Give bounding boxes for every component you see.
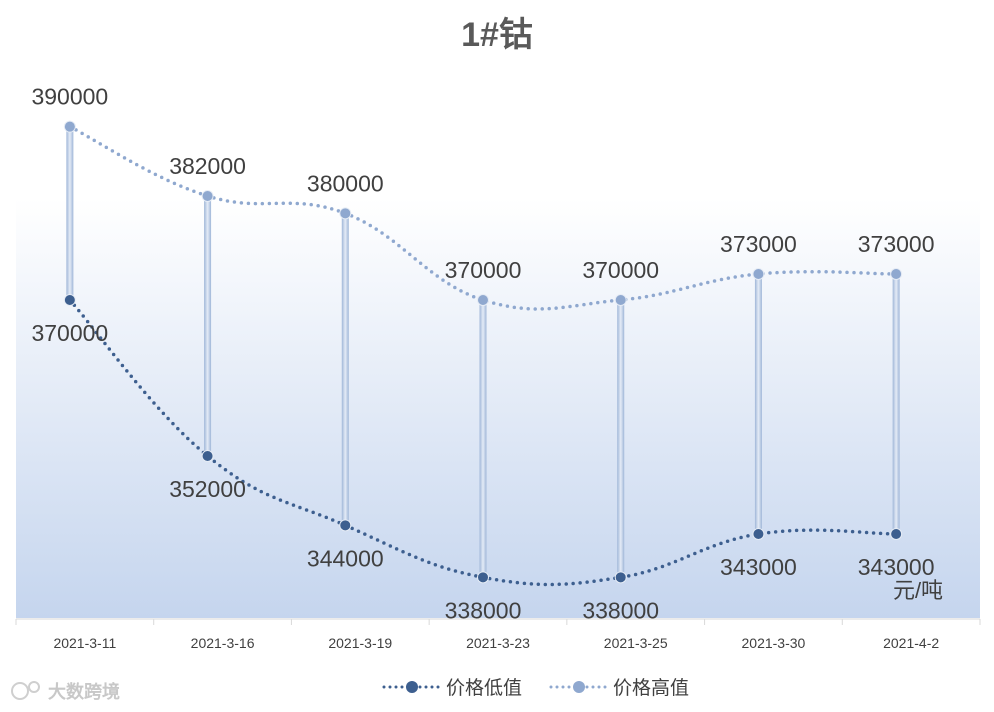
data-label-low-6: 343000 [858, 554, 935, 580]
unit-label: 元/吨 [893, 578, 943, 603]
x-tick-label-5: 2021-3-30 [742, 635, 806, 651]
marker-high-2 [339, 207, 352, 220]
legend-low-label: 价格低值 [446, 677, 522, 699]
legend-high-marker [573, 681, 585, 693]
marker-low-3 [477, 571, 489, 584]
data-label-low-5: 343000 [720, 554, 797, 580]
watermark: 大数跨境 [11, 681, 120, 702]
high-low-line-4 [617, 300, 625, 578]
high-low-line-3 [479, 300, 487, 578]
marker-low-6 [890, 528, 903, 540]
marker-high-0 [63, 120, 76, 133]
data-label-high-1: 382000 [169, 153, 246, 179]
x-tick-label-2: 2021-3-19 [328, 635, 392, 651]
data-label-high-6: 373000 [858, 231, 935, 257]
chart-title: 1#钴 [461, 16, 533, 54]
data-label-low-2: 344000 [307, 545, 384, 571]
watermark-logo-icon-dot [28, 681, 40, 693]
x-tick-label-1: 2021-3-16 [191, 635, 255, 651]
data-label-high-0: 390000 [31, 84, 108, 110]
marker-low-2 [339, 519, 352, 532]
high-low-lines [66, 126, 900, 578]
marker-high-3 [477, 294, 489, 306]
x-tick-label-3: 2021-3-23 [466, 635, 530, 651]
data-label-low-0: 370000 [31, 320, 108, 346]
marker-low-1 [201, 450, 214, 462]
legend: 价格低值 价格高值 [382, 677, 689, 699]
plot-background [16, 80, 980, 618]
high-low-line-2 [341, 213, 349, 526]
high-low-line-5 [754, 274, 762, 534]
marker-high-4 [614, 294, 627, 306]
watermark-logo-icon [11, 682, 29, 700]
x-tick-label-4: 2021-3-25 [604, 635, 668, 651]
high-low-line-0 [66, 126, 74, 301]
high-low-line-1 [204, 196, 212, 456]
x-tick-label-6: 2021-4-2 [883, 635, 939, 651]
legend-low-marker [406, 681, 418, 693]
marker-low-4 [614, 571, 627, 584]
legend-high-label: 价格高值 [613, 677, 689, 699]
marker-high-5 [752, 268, 765, 280]
data-label-high-5: 373000 [720, 231, 797, 257]
watermark-text: 大数跨境 [48, 681, 120, 702]
data-label-high-4: 370000 [582, 257, 659, 283]
marker-low-0 [63, 294, 76, 306]
marker-high-1 [201, 190, 214, 202]
data-label-high-2: 380000 [307, 170, 384, 196]
data-label-high-3: 370000 [445, 257, 522, 283]
high-low-line-6 [892, 274, 900, 534]
data-label-low-1: 352000 [169, 476, 246, 502]
marker-high-6 [890, 268, 903, 280]
marker-low-5 [752, 528, 765, 540]
x-tick-label-0: 2021-3-11 [53, 635, 116, 651]
x-axis-ticks: 2021-3-11 2021-3-16 2021-3-19 2021-3-23 2021… [15, 619, 981, 651]
markers [63, 120, 903, 584]
